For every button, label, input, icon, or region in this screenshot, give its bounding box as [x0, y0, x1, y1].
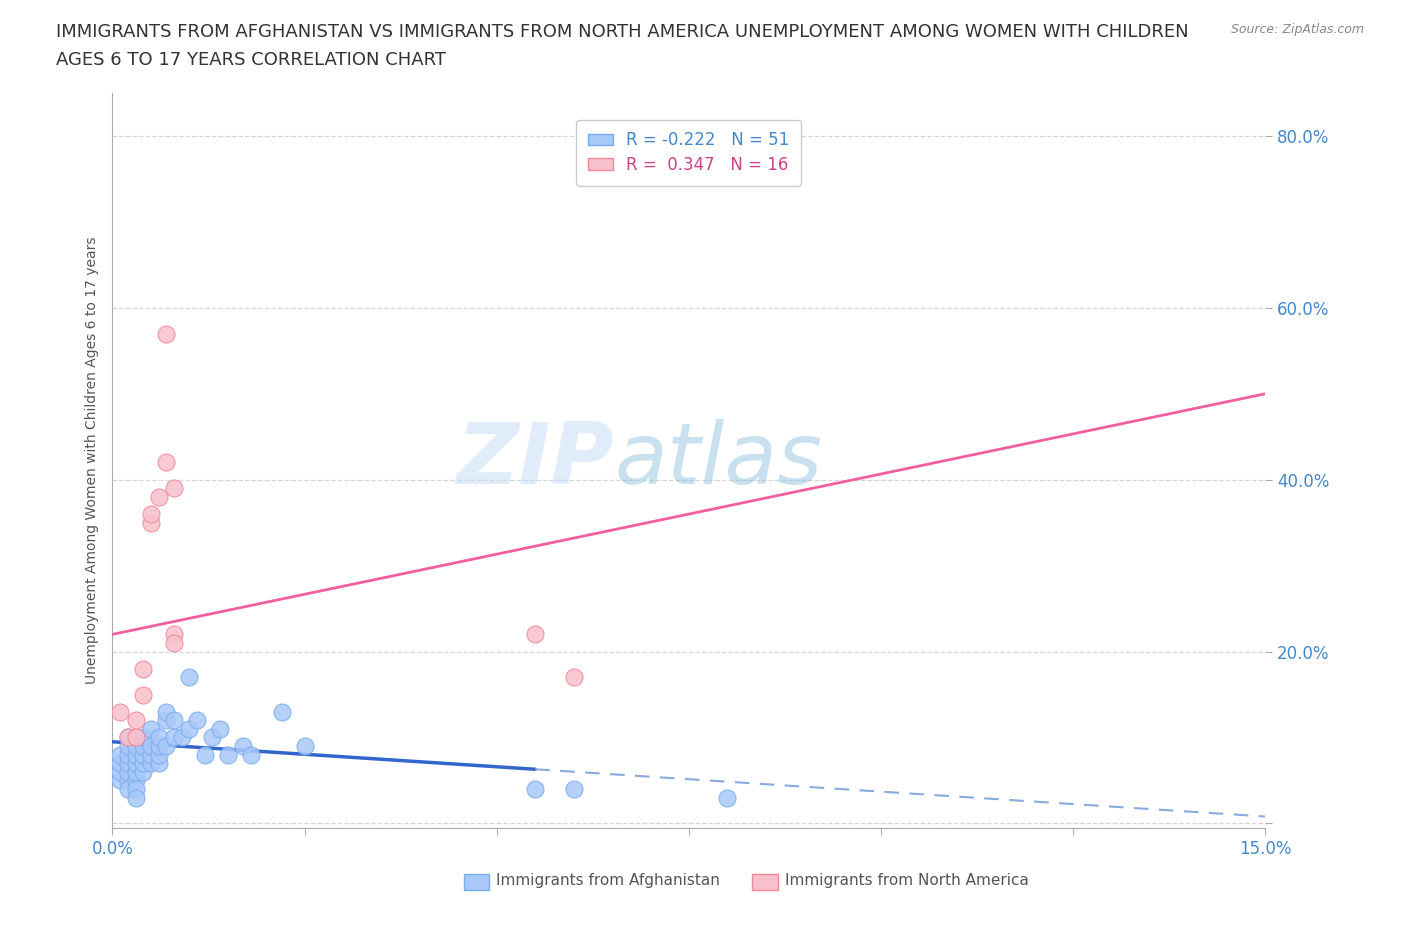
Point [132, 730, 155, 745]
Point [270, 704, 292, 719]
Point [186, 713, 208, 728]
Point [124, 756, 146, 771]
Point [170, 730, 193, 745]
Point [148, 489, 170, 504]
Point [562, 670, 585, 684]
Point [139, 747, 162, 762]
Point [124, 747, 146, 762]
Point [139, 515, 162, 530]
Point [163, 627, 186, 642]
Point [117, 730, 139, 745]
Point [139, 738, 162, 753]
Point [117, 747, 139, 762]
Point [132, 687, 155, 702]
Point [124, 738, 146, 753]
Point [117, 773, 139, 788]
Point [524, 781, 547, 796]
Point [132, 738, 155, 753]
Text: Immigrants from Afghanistan: Immigrants from Afghanistan [496, 873, 720, 888]
Point [217, 747, 239, 762]
Point [117, 730, 139, 745]
Text: ZIP: ZIP [457, 418, 614, 502]
Point [179, 670, 201, 684]
Point [139, 507, 162, 522]
Point [139, 722, 162, 737]
Point [108, 773, 131, 788]
Point [562, 781, 585, 796]
Legend: R = -0.222   N = 51, R =  0.347   N = 16: R = -0.222 N = 51, R = 0.347 N = 16 [576, 120, 801, 186]
Point [124, 790, 146, 805]
Point [163, 481, 186, 496]
Point [132, 661, 155, 676]
Point [194, 747, 217, 762]
Point [148, 756, 170, 771]
Point [108, 756, 131, 771]
Point [132, 764, 155, 779]
Point [148, 738, 170, 753]
Point [163, 730, 186, 745]
Point [239, 747, 262, 762]
Point [155, 738, 177, 753]
Point [148, 747, 170, 762]
Point [155, 713, 177, 728]
Text: AGES 6 TO 17 YEARS CORRELATION CHART: AGES 6 TO 17 YEARS CORRELATION CHART [56, 51, 446, 69]
Point [117, 738, 139, 753]
Point [201, 730, 224, 745]
Point [155, 704, 177, 719]
Point [124, 764, 146, 779]
Point [155, 326, 177, 341]
Point [524, 627, 547, 642]
Point [124, 730, 146, 745]
Point [209, 722, 232, 737]
Point [132, 747, 155, 762]
FancyBboxPatch shape [464, 874, 489, 890]
Point [716, 790, 738, 805]
Text: Immigrants from North America: Immigrants from North America [785, 873, 1029, 888]
Text: IMMIGRANTS FROM AFGHANISTAN VS IMMIGRANTS FROM NORTH AMERICA UNEMPLOYMENT AMONG : IMMIGRANTS FROM AFGHANISTAN VS IMMIGRANT… [56, 23, 1189, 41]
Y-axis label: Unemployment Among Women with Children Ages 6 to 17 years: Unemployment Among Women with Children A… [84, 236, 98, 684]
Point [163, 635, 186, 650]
Point [124, 773, 146, 788]
Point [108, 704, 131, 719]
Point [108, 747, 131, 762]
Point [117, 764, 139, 779]
Point [124, 781, 146, 796]
Point [108, 764, 131, 779]
Point [124, 713, 146, 728]
Point [155, 455, 177, 470]
Point [117, 756, 139, 771]
FancyBboxPatch shape [752, 874, 778, 890]
Point [117, 781, 139, 796]
Point [232, 738, 254, 753]
Point [132, 756, 155, 771]
Text: Source: ZipAtlas.com: Source: ZipAtlas.com [1230, 23, 1364, 36]
Text: atlas: atlas [614, 418, 823, 502]
Point [179, 722, 201, 737]
Point [148, 730, 170, 745]
Point [294, 738, 316, 753]
Point [139, 756, 162, 771]
Point [163, 713, 186, 728]
